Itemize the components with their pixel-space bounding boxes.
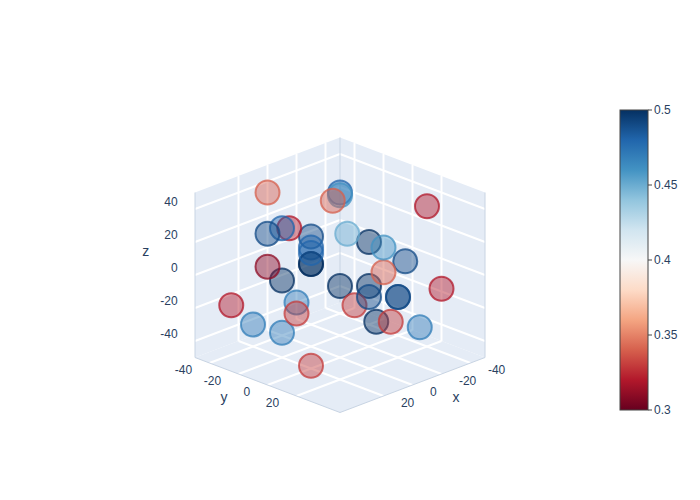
svg-text:z: z xyxy=(142,243,149,259)
svg-text:0: 0 xyxy=(171,261,178,275)
svg-text:20: 20 xyxy=(266,396,280,410)
svg-text:y: y xyxy=(221,389,228,405)
svg-text:0.4: 0.4 xyxy=(654,253,671,267)
svg-text:40: 40 xyxy=(164,195,178,209)
svg-text:-20: -20 xyxy=(160,294,178,308)
svg-text:0: 0 xyxy=(430,385,437,399)
svg-text:-40: -40 xyxy=(488,363,506,377)
svg-text:20: 20 xyxy=(401,396,415,410)
svg-text:-40: -40 xyxy=(175,363,193,377)
svg-text:x: x xyxy=(453,389,460,405)
svg-text:-20: -20 xyxy=(459,374,477,388)
svg-text:20: 20 xyxy=(164,228,178,242)
svg-text:0.5: 0.5 xyxy=(654,103,671,117)
svg-text:-40: -40 xyxy=(160,327,178,341)
svg-text:0.45: 0.45 xyxy=(654,178,678,192)
svg-text:0: 0 xyxy=(243,385,250,399)
svg-text:0.35: 0.35 xyxy=(654,328,678,342)
svg-text:-20: -20 xyxy=(204,374,222,388)
svg-text:0.3: 0.3 xyxy=(654,403,671,417)
